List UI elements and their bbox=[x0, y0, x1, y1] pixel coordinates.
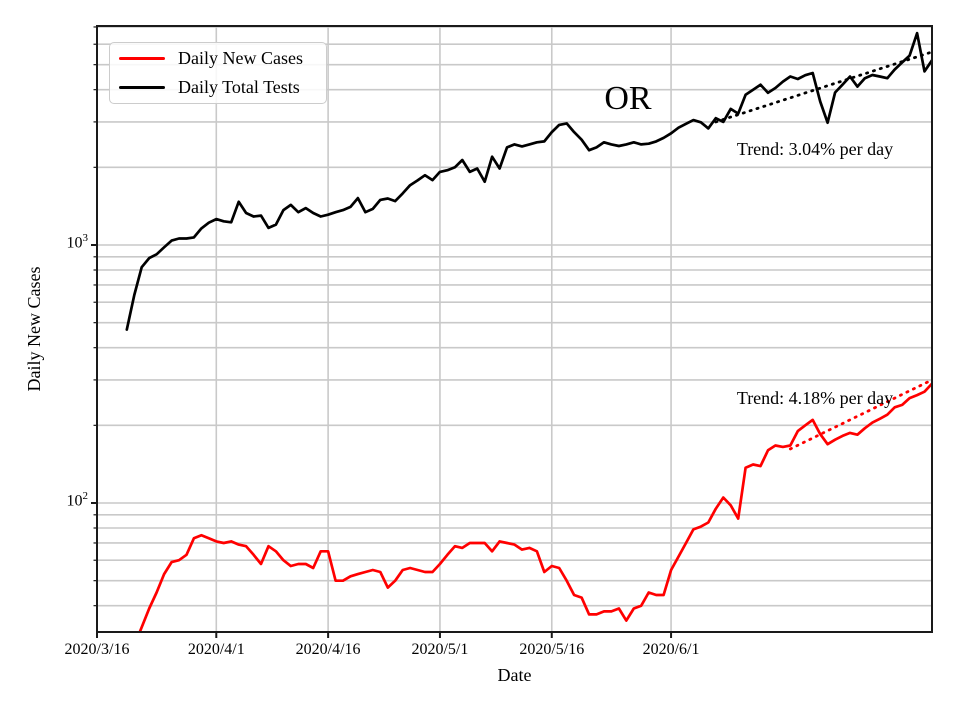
y-axis-title: Daily New Cases bbox=[24, 266, 44, 392]
spine-layer bbox=[96, 25, 933, 633]
cases-trend-annotation: Trend: 4.18% per day bbox=[736, 388, 894, 408]
x-tick-label: 2020/5/1 bbox=[411, 641, 469, 658]
x-tick-label: 2020/4/16 bbox=[295, 641, 361, 658]
legend-item-daily-new-cases: Daily New Cases bbox=[110, 47, 326, 71]
legend: Daily New Cases Daily Total Tests bbox=[109, 42, 327, 104]
x-tick-label: 2020/5/16 bbox=[519, 641, 585, 658]
legend-label-tests: Daily Total Tests bbox=[178, 77, 300, 97]
tick-layer bbox=[91, 26, 673, 638]
chart-title: OR bbox=[604, 80, 652, 117]
red-line-sample bbox=[119, 57, 165, 60]
legend-label-cases: Daily New Cases bbox=[178, 48, 303, 68]
daily-total-tests-line bbox=[125, 31, 932, 331]
daily-new-cases-line bbox=[138, 382, 932, 632]
plot-border bbox=[96, 25, 933, 633]
x-axis-title: Date bbox=[497, 665, 532, 685]
x-tick-label: 2020/3/16 bbox=[64, 641, 130, 658]
grid-layer bbox=[96, 26, 932, 632]
y-tick-label: 102 bbox=[66, 490, 89, 510]
series-layer bbox=[125, 31, 932, 632]
black-line-sample bbox=[119, 86, 165, 89]
y-tick-label: 103 bbox=[66, 232, 89, 252]
x-tick-label: 2020/4/1 bbox=[187, 641, 245, 658]
legend-item-daily-total-tests: Daily Total Tests bbox=[110, 76, 326, 100]
trend-fit-line bbox=[714, 50, 932, 124]
trend-layer bbox=[714, 50, 932, 451]
trend-fit-line bbox=[788, 378, 932, 451]
x-tick-label: 2020/6/1 bbox=[642, 641, 700, 658]
tests-trend-annotation: Trend: 3.04% per day bbox=[736, 139, 894, 159]
